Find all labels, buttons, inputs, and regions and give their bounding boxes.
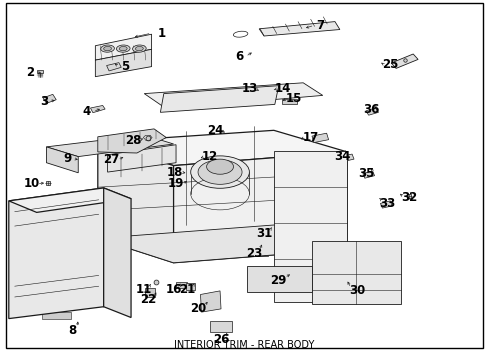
Bar [251,271,264,288]
Text: 36: 36 [363,103,379,116]
Polygon shape [246,266,311,292]
Text: 8: 8 [68,324,76,337]
Text: 18: 18 [166,166,183,179]
Polygon shape [98,130,346,166]
Text: 2: 2 [26,66,34,78]
Polygon shape [380,201,391,208]
Text: 17: 17 [302,131,318,144]
Ellipse shape [254,88,268,95]
Text: 22: 22 [140,293,156,306]
Text: 12: 12 [202,150,218,163]
Text: 32: 32 [401,191,417,204]
Text: 13: 13 [241,82,257,95]
Bar [185,283,194,290]
Text: 30: 30 [348,284,365,297]
Text: 25: 25 [381,58,398,71]
Text: 21: 21 [178,283,195,296]
Polygon shape [259,22,339,36]
Ellipse shape [119,46,127,51]
Polygon shape [107,145,176,172]
Polygon shape [98,129,166,153]
Text: 5: 5 [121,60,128,73]
Polygon shape [103,188,131,318]
Text: 6: 6 [235,50,243,63]
Polygon shape [173,152,346,263]
Polygon shape [95,49,151,77]
Polygon shape [9,188,103,319]
Polygon shape [311,133,328,143]
Ellipse shape [103,46,111,51]
Text: 29: 29 [270,274,286,287]
Ellipse shape [13,291,21,299]
Text: 10: 10 [23,177,40,190]
Polygon shape [43,94,56,103]
Polygon shape [210,321,232,332]
Polygon shape [9,188,131,212]
Bar [285,271,298,288]
Text: 20: 20 [189,302,206,315]
Text: 4: 4 [83,105,91,118]
Polygon shape [144,83,322,109]
Ellipse shape [135,46,143,51]
Text: 15: 15 [285,92,301,105]
Polygon shape [365,108,378,115]
Bar [37,70,43,73]
Polygon shape [95,34,151,60]
Text: 16: 16 [165,283,182,296]
Bar [41,312,71,319]
Polygon shape [362,171,374,178]
Polygon shape [311,241,400,304]
Polygon shape [160,86,278,112]
Text: 34: 34 [333,150,350,163]
Ellipse shape [116,45,130,52]
Text: 7: 7 [316,19,324,32]
Bar [255,250,267,256]
Polygon shape [46,147,78,173]
Text: 19: 19 [167,177,184,190]
Text: 1: 1 [157,27,165,40]
Ellipse shape [101,45,114,52]
Ellipse shape [13,201,21,209]
Polygon shape [106,63,121,71]
Text: 35: 35 [358,167,374,180]
Text: 11: 11 [136,283,152,296]
Polygon shape [98,225,346,263]
Ellipse shape [206,159,233,174]
Text: 23: 23 [245,247,262,260]
Text: 9: 9 [63,152,71,165]
Text: 28: 28 [124,134,141,147]
Text: 31: 31 [255,227,272,240]
Polygon shape [46,135,173,157]
Bar [282,99,296,104]
Ellipse shape [190,156,249,188]
Text: 3: 3 [40,95,48,108]
Polygon shape [390,54,417,68]
Text: INTERIOR TRIM - REAR BODY: INTERIOR TRIM - REAR BODY [174,340,314,350]
Bar [265,228,277,235]
Bar [176,282,186,288]
Text: 33: 33 [379,197,395,210]
Polygon shape [98,142,173,263]
Polygon shape [200,291,221,312]
Polygon shape [339,154,353,162]
Ellipse shape [132,45,146,52]
Bar [269,89,287,96]
Bar [144,288,154,297]
Ellipse shape [198,160,242,184]
Bar [268,271,281,288]
Polygon shape [90,105,105,113]
Text: 14: 14 [274,82,290,95]
Text: 24: 24 [206,124,223,137]
Polygon shape [273,151,346,302]
Text: 27: 27 [103,153,120,166]
Text: 26: 26 [213,333,229,346]
